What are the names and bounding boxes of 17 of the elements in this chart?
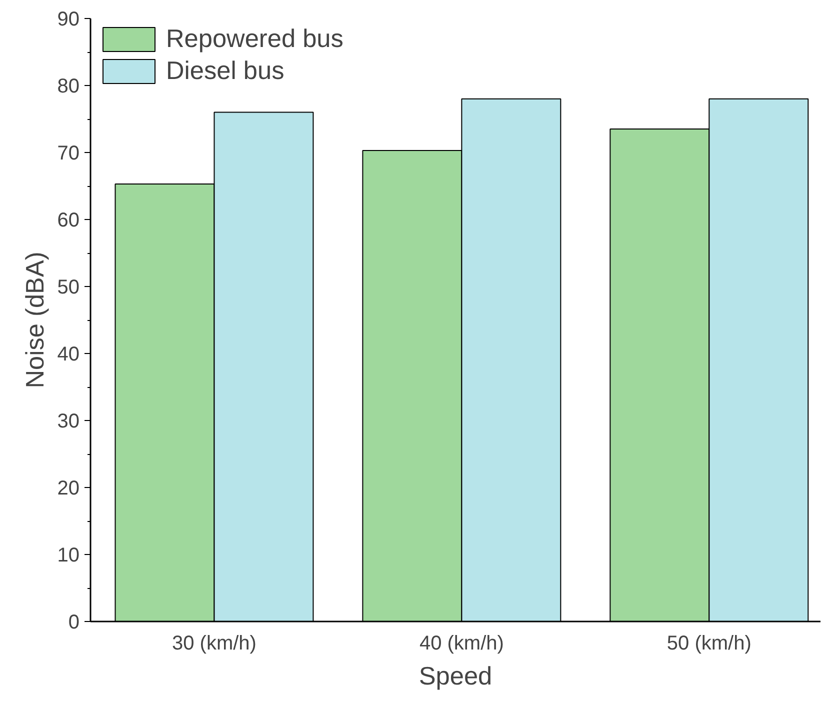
y-tick-label: 80 [57,76,80,98]
y-tick-label: 10 [57,544,80,566]
legend-label: Diesel bus [166,56,284,86]
y-tick-label: 0 [68,612,80,634]
y-tick-label: 50 [57,276,80,298]
y-tick-label: 40 [57,344,80,366]
x-tick-label: 40 (km/h) [419,632,504,654]
y-tick-label: 70 [57,142,80,164]
y-axis-title: Noise (dBA) [21,252,50,388]
x-tick-label: 50 (km/h) [666,632,752,654]
legend-label: Repowered bus [166,24,344,54]
y-tick-label: 20 [57,478,80,500]
y-tick-label: 60 [57,210,80,232]
x-axis-title: Speed [418,662,492,690]
y-tick-label: 90 [57,8,80,30]
y-tick-label: 30 [57,410,80,432]
x-tick-label: 30 (km/h) [172,632,256,654]
